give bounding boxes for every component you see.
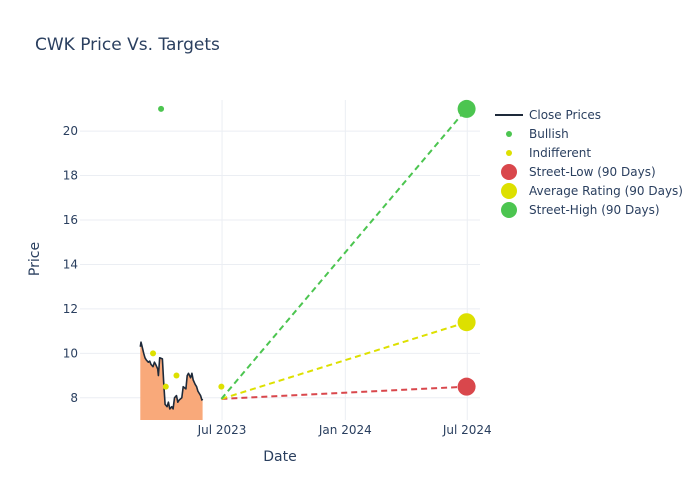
legend-label: Close Prices [529,108,601,122]
street-low-days-marker [457,377,476,396]
axis-ticks: 8 10 12 14 16 18 20 Jul 2023 Jan 2024 Jul 2024 [63,124,492,437]
grid [80,100,480,420]
y-tick-label: 20 [63,124,78,138]
y-tick-label: 18 [63,169,78,183]
legend-item[interactable]: Street-High (90 Days) [501,202,660,218]
x-axis-title: Date [263,449,296,465]
street-low-days-line [221,385,467,400]
y-tick-label: 12 [63,302,78,316]
y-axis-title: Price [27,242,43,276]
average-rating-days-marker [457,313,476,332]
legend-label: Street-High (90 Days) [529,203,660,217]
legend-label: Bullish [529,127,569,141]
legend-dot-swatch [506,150,512,156]
legend-item[interactable]: Close Prices [495,108,601,122]
bullish-point [158,105,165,112]
y-tick-label: 16 [63,213,78,227]
indifferent-point [162,383,169,390]
legend-dot-swatch [501,183,517,199]
indifferent-point [218,383,225,390]
legend-item[interactable]: Indifferent [506,146,591,160]
y-tick-label: 10 [63,346,78,360]
legend-label: Street-Low (90 Days) [529,165,656,179]
legend[interactable]: Close Prices Bullish Indifferent Street-Low… [495,108,683,218]
close-price-line [139,341,204,410]
average-rating-days-line [221,321,467,400]
indifferent-point [150,350,157,357]
legend-item[interactable]: Bullish [506,127,569,141]
legend-item[interactable]: Street-Low (90 Days) [501,164,656,180]
plot-markers [150,99,476,396]
x-tick-label: Jan 2024 [318,423,372,437]
close-price-area [140,342,203,420]
street-high-days-line [220,108,468,400]
legend-dot-swatch [501,202,517,218]
x-tick-label: Jul 2024 [442,423,492,437]
y-tick-label: 14 [63,257,78,271]
street-high-days-marker [457,99,476,118]
plot-lines [139,108,468,410]
x-tick-label: Jul 2023 [197,423,247,437]
legend-dot-swatch [501,164,517,180]
legend-item[interactable]: Average Rating (90 Days) [501,183,683,199]
close-area [140,342,203,420]
y-tick-label: 8 [70,391,78,405]
indifferent-point [173,372,180,379]
legend-label: Indifferent [529,146,591,160]
legend-label: Average Rating (90 Days) [529,184,683,198]
chart-title: CWK Price Vs. Targets [35,35,220,55]
legend-dot-swatch [506,131,512,137]
